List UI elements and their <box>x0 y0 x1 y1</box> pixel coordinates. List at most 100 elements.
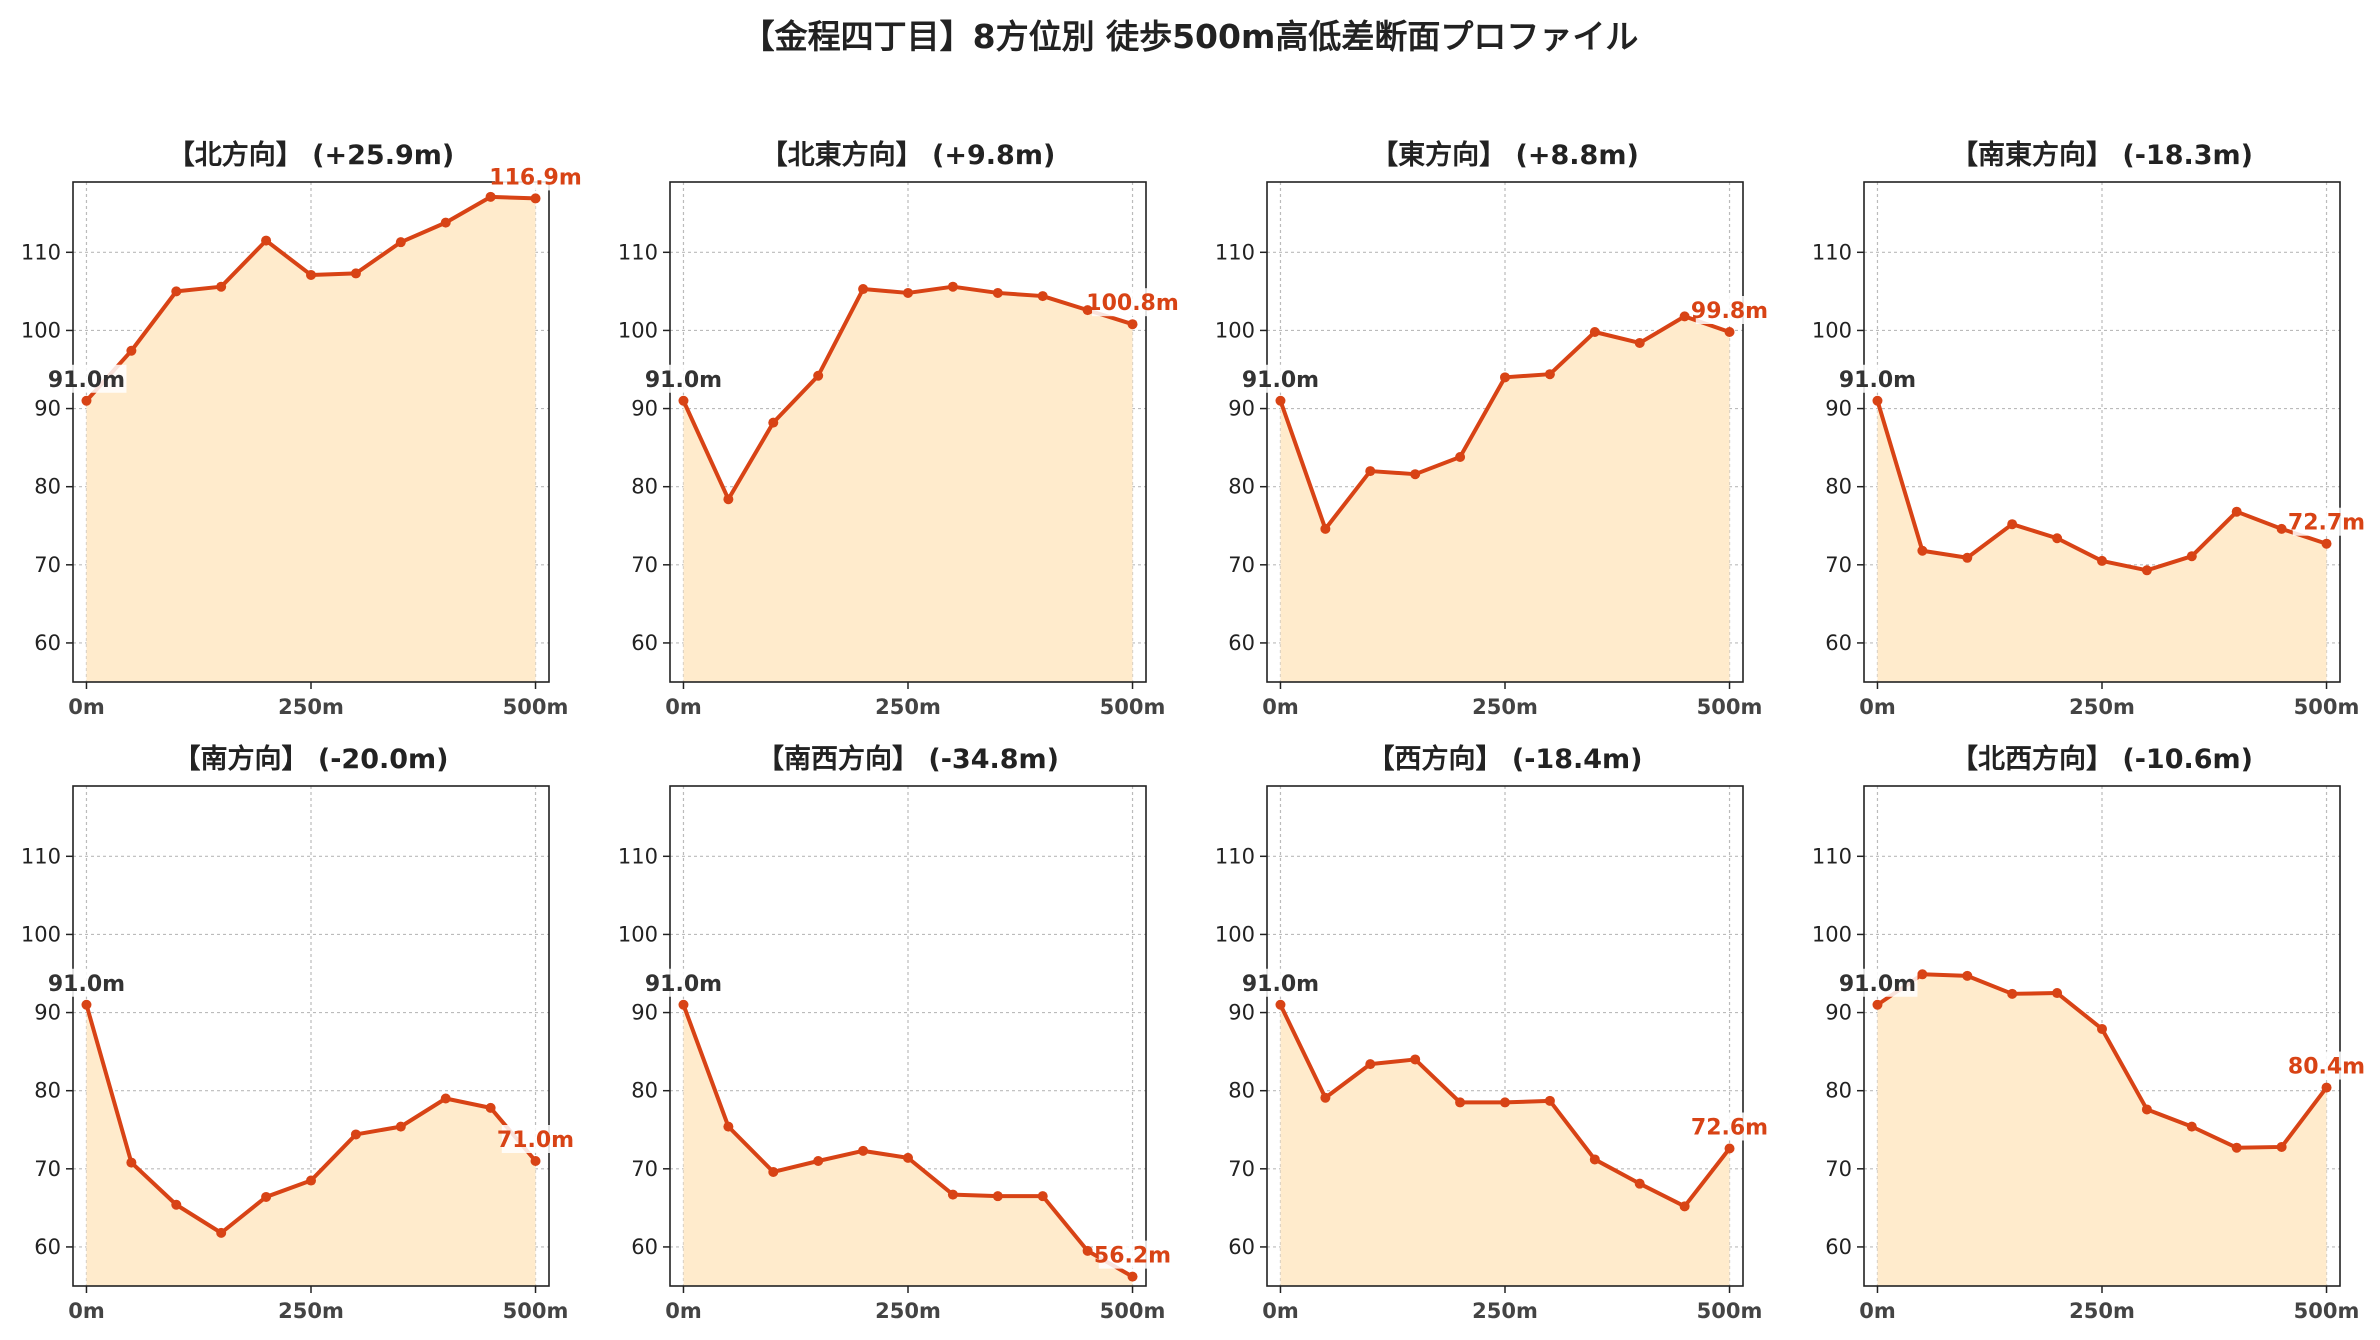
data-point <box>858 284 869 295</box>
data-point <box>1872 395 1883 406</box>
data-point <box>1500 372 1510 383</box>
start-label: 91.0m <box>645 368 722 393</box>
area-fill <box>1877 400 2327 682</box>
y-tick-label: 90 <box>1228 1001 1255 1025</box>
start-label: 91.0m <box>1839 972 1916 997</box>
y-tick-label: 90 <box>1825 397 1852 421</box>
data-point <box>2007 988 2018 999</box>
end-label-bg <box>1092 288 1174 317</box>
subplot-title: 【北西方向】 (-10.6m) <box>1951 743 2253 775</box>
data-point <box>1679 311 1690 322</box>
x-tick-label: 0m <box>68 1299 105 1323</box>
data-point <box>1634 1178 1645 1189</box>
y-tick-label: 100 <box>21 318 61 342</box>
data-point <box>2141 1104 2152 1115</box>
y-tick-label: 100 <box>1215 318 1255 342</box>
x-tick-label: 250m <box>278 1299 344 1323</box>
x-tick-label: 500m <box>1100 695 1166 719</box>
data-point <box>1544 369 1555 380</box>
start-label: 91.0m <box>645 972 722 997</box>
x-tick-label: 0m <box>1859 695 1896 719</box>
y-tick-label: 100 <box>1812 922 1852 946</box>
subplot-7: 60 70 80 90 100 110 0m 250m 500m 【西方向】 (-18.4m) 91… <box>1215 743 1768 1323</box>
end-label-bg <box>501 1125 570 1153</box>
data-point <box>485 191 496 202</box>
start-label-bg <box>643 364 724 393</box>
data-point <box>768 417 779 428</box>
y-tick-label: 60 <box>1825 631 1852 655</box>
data-point <box>1127 1271 1138 1282</box>
data-point <box>2052 988 2063 999</box>
data-point <box>485 1102 496 1113</box>
data-point <box>2231 506 2242 517</box>
data-point <box>947 1189 958 1200</box>
start-label: 91.0m <box>1839 368 1916 393</box>
x-tick-label: 250m <box>2069 695 2135 719</box>
data-point <box>1410 469 1421 480</box>
start-label-bg <box>46 364 127 393</box>
data-point <box>1410 1054 1421 1065</box>
data-point <box>350 1129 361 1140</box>
data-point <box>992 1191 1003 1202</box>
data-point <box>723 1121 734 1132</box>
y-tick-label: 80 <box>631 475 658 499</box>
y-tick-label: 110 <box>618 844 658 868</box>
y-tick-label: 80 <box>1825 1079 1852 1103</box>
y-tick-label: 60 <box>1228 631 1255 655</box>
data-point <box>350 268 361 279</box>
data-point <box>1127 319 1138 330</box>
data-point <box>1037 1191 1048 1202</box>
data-point <box>2052 533 2063 544</box>
y-tick-label: 90 <box>631 397 658 421</box>
data-point <box>2186 1121 2197 1132</box>
data-point <box>395 1121 406 1132</box>
subplot-5: 60 70 80 90 100 110 0m 250m 500m 【南方向】 (-20.0m) 91… <box>21 743 574 1323</box>
data-point <box>813 1156 824 1166</box>
data-point <box>2097 555 2107 566</box>
x-tick-label: 250m <box>1472 695 1538 719</box>
data-point <box>1589 327 1600 337</box>
data-point <box>530 1156 541 1166</box>
x-tick-label: 500m <box>1697 695 1763 719</box>
y-tick-label: 70 <box>631 1157 658 1181</box>
data-point <box>1962 970 1973 981</box>
y-tick-label: 70 <box>34 1157 61 1181</box>
subplot-title: 【北方向】 (+25.9m) <box>168 139 454 171</box>
end-label-bg <box>1695 296 1764 324</box>
data-point <box>768 1166 779 1177</box>
start-label-bg <box>1837 968 1918 997</box>
y-tick-label: 80 <box>34 475 61 499</box>
data-point <box>1724 1143 1735 1154</box>
data-point <box>530 193 541 204</box>
end-label-bg <box>2292 1051 2361 1080</box>
end-label: 99.8m <box>1691 299 1768 324</box>
end-label-bg <box>1098 1240 1167 1269</box>
data-point <box>1275 395 1286 406</box>
data-point <box>678 999 689 1010</box>
y-tick-label: 80 <box>34 1079 61 1103</box>
data-point <box>126 345 137 356</box>
y-tick-label: 60 <box>631 1235 658 1259</box>
data-point <box>1320 1092 1331 1103</box>
end-label-bg <box>2292 507 2361 536</box>
start-label: 91.0m <box>48 368 125 393</box>
data-point <box>1872 999 1883 1010</box>
end-label-bg <box>495 162 577 191</box>
data-point <box>1365 1059 1376 1070</box>
data-point <box>440 217 451 228</box>
y-tick-label: 80 <box>1228 475 1255 499</box>
data-point <box>903 1152 913 1163</box>
y-tick-label: 110 <box>21 240 61 264</box>
data-point <box>1365 466 1376 477</box>
x-tick-label: 0m <box>665 695 702 719</box>
y-tick-label: 90 <box>631 1001 658 1025</box>
y-tick-label: 60 <box>34 1235 61 1259</box>
y-tick-label: 70 <box>1228 1157 1255 1181</box>
y-tick-label: 80 <box>631 1079 658 1103</box>
y-tick-label: 100 <box>618 318 658 342</box>
start-label-bg <box>1240 364 1321 393</box>
y-tick-label: 60 <box>1825 1235 1852 1259</box>
subplot-3: 60 70 80 90 100 110 0m 250m 500m 【東方向】 (+8.8m) 91.… <box>1215 139 1768 719</box>
data-point <box>126 1157 137 1168</box>
subplot-8: 60 70 80 90 100 110 0m 250m 500m 【北西方向】 (-10.6m) 9… <box>1812 743 2365 1323</box>
